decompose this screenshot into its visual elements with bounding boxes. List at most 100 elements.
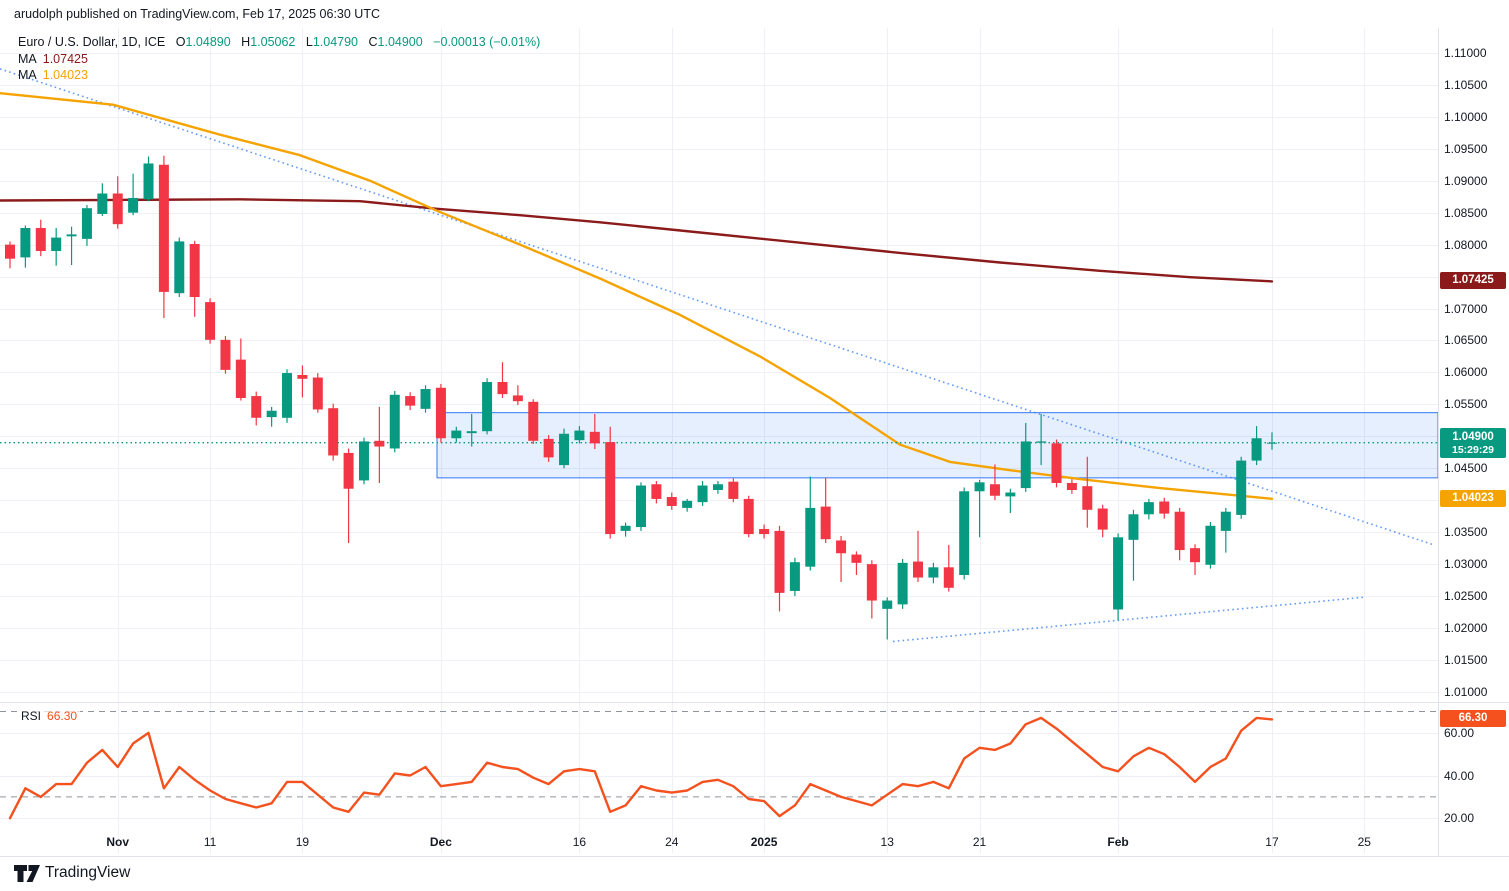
price-axis-label: 1.08500 (1444, 205, 1488, 220)
price-axis-label: 1.02000 (1444, 621, 1488, 636)
candle-body (1174, 511, 1185, 551)
candle-body (251, 396, 262, 418)
candle-body (866, 564, 877, 601)
candle-body (928, 567, 939, 578)
candle-body (1097, 508, 1108, 530)
rsi-value-badge: 66.30 (1440, 710, 1506, 728)
candle-body (820, 506, 831, 540)
candle-body (805, 507, 816, 567)
tradingview-brand-link[interactable]: TradingView (45, 864, 131, 881)
time-axis-label: 17 (1265, 835, 1279, 849)
candle-body (1036, 441, 1047, 443)
candle-body (682, 500, 693, 508)
candle-body (851, 554, 862, 563)
rsi-indicator-legend[interactable]: RSI 66.30 (18, 709, 81, 723)
candle-body (66, 234, 77, 237)
candle-body (451, 430, 462, 439)
candle-body (1020, 441, 1031, 489)
candle-body (559, 433, 570, 466)
header-bar: arudolph published on TradingView.com, F… (0, 0, 1509, 28)
last-price-badge: 1.04900 15:29:29 (1440, 427, 1506, 458)
ascending-trendline[interactable] (892, 596, 1364, 643)
price-axis-label: 1.05500 (1444, 397, 1488, 412)
candle-body (943, 567, 954, 588)
close-value: 1.04900 (377, 35, 423, 49)
candle-body (466, 431, 477, 434)
legend-ma100-row[interactable]: MA 1.04023 (18, 67, 540, 84)
candle-body (789, 562, 800, 591)
candle-body (1236, 460, 1247, 515)
candle-body (1143, 502, 1154, 515)
countdown-timer: 15:29:29 (1451, 443, 1495, 456)
price-axis-label: 1.06000 (1444, 365, 1488, 380)
chart-legend: Euro / U.S. Dollar, 1D, ICE O1.04890 H1.… (18, 34, 540, 84)
symbol-title[interactable]: Euro / U.S. Dollar, 1D, ICE (18, 35, 166, 49)
candle-body (266, 410, 277, 418)
candle-body (1220, 511, 1231, 531)
candle-body (882, 600, 893, 609)
candle-body (235, 359, 246, 398)
rsi-axis-label: 60.00 (1444, 725, 1475, 740)
candle-body (81, 208, 92, 239)
price-axis-label: 1.10000 (1444, 109, 1488, 124)
price-axis-label: 1.09000 (1444, 173, 1488, 188)
candle-body (712, 484, 723, 490)
descending-trendline[interactable] (0, 68, 1433, 546)
candle-body (5, 244, 15, 259)
candle-body (974, 482, 985, 492)
ma-100-line[interactable] (0, 91, 1274, 500)
price-axis-label: 1.06500 (1444, 333, 1488, 348)
price-axis-label: 1.11000 (1444, 45, 1487, 60)
high-value: 1.05062 (250, 35, 296, 49)
candle-body (374, 440, 385, 447)
candle-body (697, 485, 708, 503)
price-axis-label: 1.02500 (1444, 589, 1488, 604)
price-axis-label: 1.04500 (1444, 461, 1488, 476)
low-label: L (305, 35, 313, 49)
candle-body (343, 452, 354, 489)
ma100-label: MA (18, 68, 37, 82)
candle-body (1128, 514, 1139, 540)
candle-body (1005, 492, 1016, 497)
price-axis-label: 1.08000 (1444, 237, 1488, 252)
tradingview-logo-icon[interactable] (14, 863, 41, 885)
candles-series (5, 155, 1277, 640)
price-axis-label: 1.01000 (1444, 684, 1488, 699)
candle-body (205, 302, 216, 340)
time-axis-label: Nov (106, 835, 130, 849)
change-value: −0.00013 (−0.01%) (433, 35, 541, 49)
candle-body (897, 562, 908, 605)
legend-ma200-row[interactable]: MA 1.07425 (18, 51, 540, 68)
footer-bar: TradingView (0, 857, 1509, 891)
candle-body (1159, 501, 1170, 514)
support-zone-box[interactable] (436, 412, 1439, 479)
candle-body (405, 396, 416, 406)
time-axis-label: 21 (972, 835, 987, 849)
candle-body (389, 394, 400, 449)
candle-body (189, 243, 200, 298)
candle-body (358, 441, 369, 481)
candle-body (143, 163, 154, 200)
candle-body (1082, 486, 1093, 510)
candle-body (1205, 525, 1216, 565)
candle-body (589, 431, 600, 444)
ma-200-line[interactable] (0, 198, 1274, 283)
candle-body (605, 442, 616, 535)
time-axis-label: 16 (572, 835, 587, 849)
time-axis-label: 25 (1357, 835, 1371, 849)
candle-body (620, 525, 631, 531)
candle-body (297, 374, 308, 379)
time-axis-label: 2025 (750, 835, 778, 849)
candle-body (512, 395, 523, 402)
close-label: C (368, 35, 378, 49)
candle-body (1266, 442, 1277, 444)
time-axis-label: 11 (203, 835, 217, 849)
candle-body (220, 339, 231, 370)
candle-body (635, 485, 646, 528)
legend-symbol-row: Euro / U.S. Dollar, 1D, ICE O1.04890 H1.… (18, 34, 540, 51)
candle-body (435, 387, 446, 439)
rsi-line[interactable] (8, 716, 1274, 820)
candle-body (666, 497, 677, 506)
candle-body (543, 438, 554, 458)
